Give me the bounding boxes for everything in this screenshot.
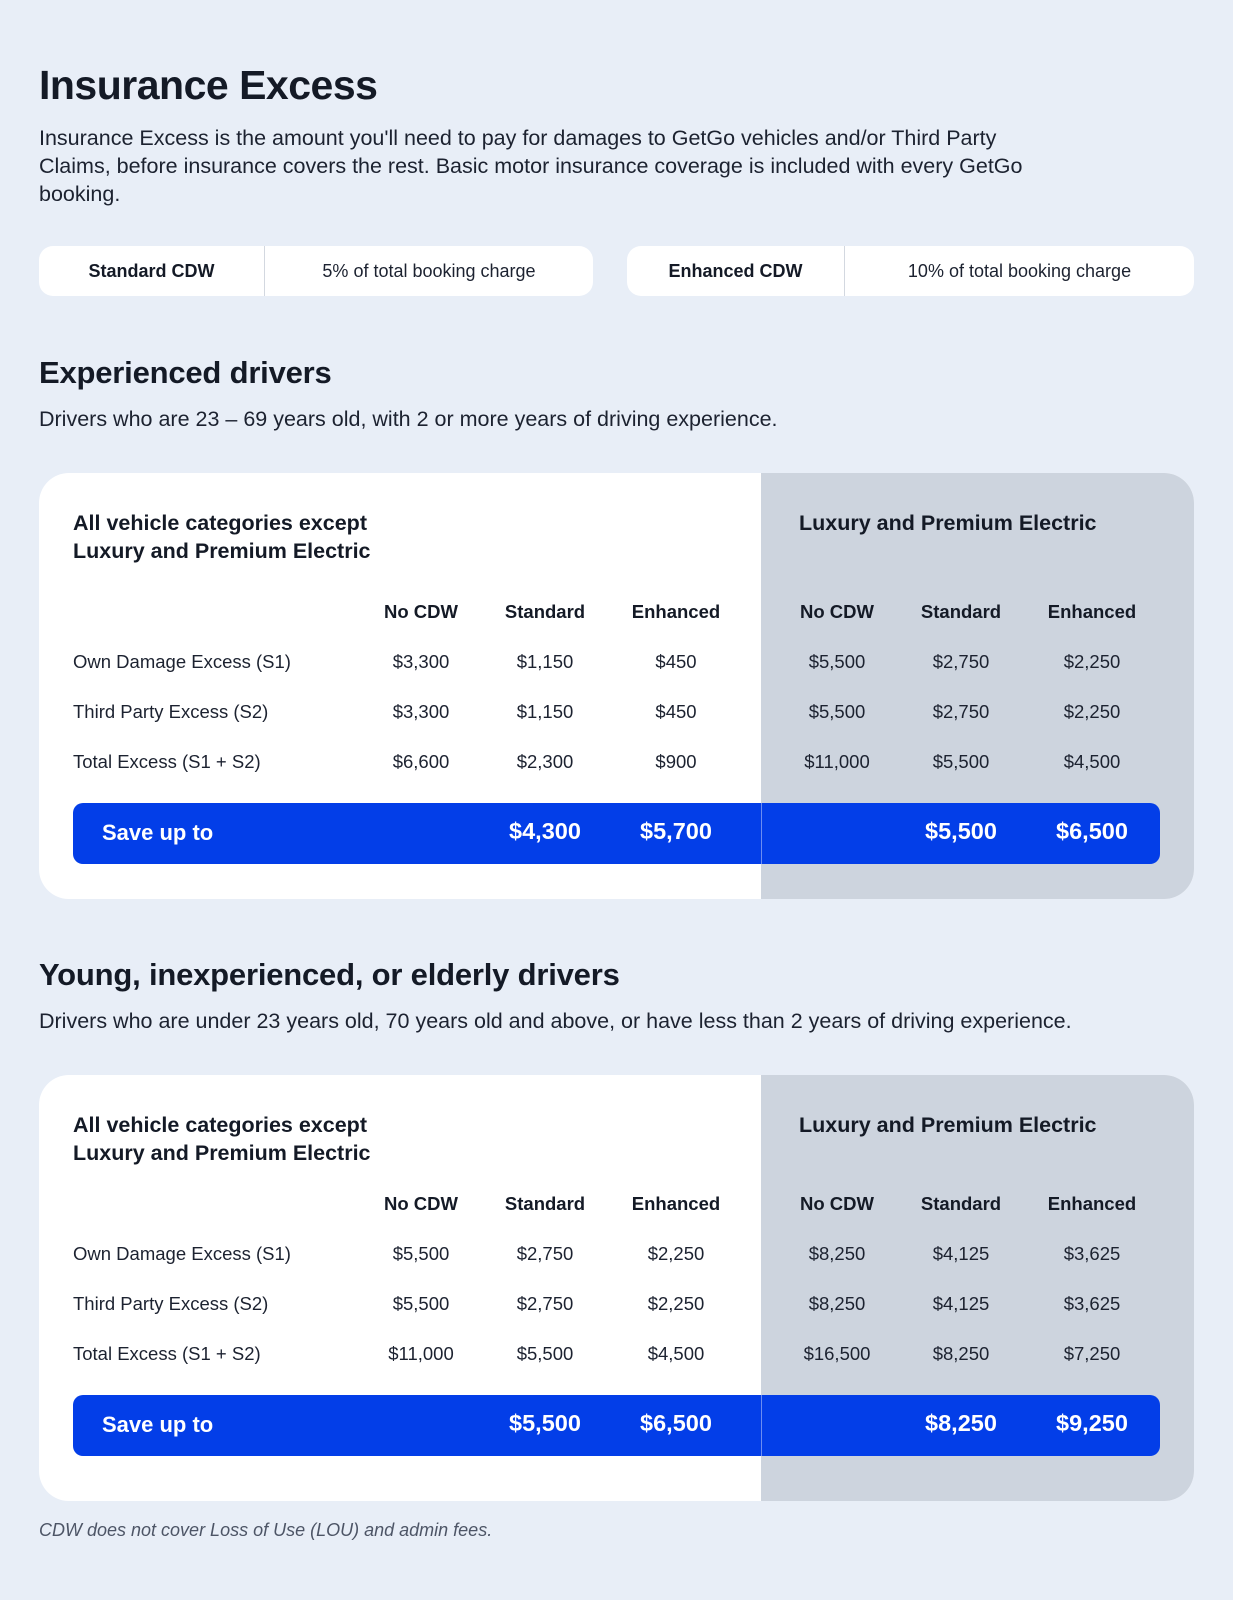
- save-value-enhanced: $9,250: [1056, 1410, 1128, 1436]
- table-cell: $8,250: [808, 1293, 866, 1314]
- save-bar: Save up to $5,500 $6,500 $8,250 $9,250: [73, 1395, 1160, 1456]
- table-cell: $5,500: [808, 651, 866, 672]
- save-value-standard: $8,250: [925, 1410, 997, 1436]
- table-cell: $1,150: [516, 651, 574, 672]
- save-value-enhanced: $6,500: [1056, 818, 1128, 844]
- table-cell: $3,300: [392, 701, 450, 722]
- table-cell: $3,625: [1063, 1293, 1121, 1314]
- table-cell: $3,300: [392, 651, 450, 672]
- row-label-third-party: Third Party Excess (S2): [73, 701, 269, 722]
- section-title-experienced: Experienced drivers: [39, 355, 332, 390]
- standard-cdw-value: 5% of total booking charge: [322, 260, 536, 281]
- save-label: Save up to: [102, 1412, 214, 1437]
- section-desc-experienced: Drivers who are 23 – 69 years old, with …: [39, 407, 778, 431]
- table-cell: $2,750: [932, 701, 990, 722]
- table-cell: $4,125: [932, 1243, 990, 1264]
- page-title: Insurance Excess: [39, 62, 378, 108]
- save-label: Save up to: [102, 820, 214, 845]
- group-title-luxury: Luxury and Premium Electric: [799, 1113, 1097, 1137]
- enhanced-cdw-pill: Enhanced CDW 10% of total booking charge: [627, 246, 1194, 296]
- table-cell: $5,500: [392, 1293, 450, 1314]
- save-value-enhanced: $5,700: [640, 818, 712, 844]
- table-cell: $8,250: [932, 1343, 990, 1364]
- col-head-standard: Standard: [504, 1193, 586, 1214]
- col-head-standard: Standard: [920, 601, 1002, 622]
- table-cell: $900: [655, 751, 697, 772]
- table-cell: $8,250: [808, 1243, 866, 1264]
- col-head-no-cdw: No CDW: [800, 601, 874, 622]
- enhanced-cdw-name: Enhanced CDW: [627, 246, 845, 296]
- col-head-no-cdw: No CDW: [384, 601, 458, 622]
- table-cell: $11,000: [804, 751, 870, 772]
- table-cell: $450: [655, 651, 697, 672]
- group-title-line: Luxury and Premium Electric: [73, 539, 371, 563]
- col-head-no-cdw: No CDW: [384, 1193, 458, 1214]
- col-head-enhanced: Enhanced: [631, 601, 721, 622]
- row-label-own-damage: Own Damage Excess (S1): [73, 1243, 291, 1264]
- save-bar: Save up to $4,300 $5,700 $5,500 $6,500: [73, 803, 1160, 864]
- group-title-standard: All vehicle categories except Luxury and…: [73, 509, 371, 565]
- col-head-enhanced: Enhanced: [1047, 1193, 1137, 1214]
- table-cell: $16,500: [803, 1343, 871, 1364]
- table-cell: $2,250: [647, 1293, 705, 1314]
- table-cell: $5,500: [392, 1243, 450, 1264]
- enhanced-cdw-value: 10% of total booking charge: [907, 260, 1132, 281]
- table-cell: $5,500: [932, 751, 990, 772]
- footnote: CDW does not cover Loss of Use (LOU) and…: [39, 1520, 493, 1540]
- section-title-young-elderly: Young, inexperienced, or elderly drivers: [39, 957, 620, 992]
- section-desc-young-elderly: Drivers who are under 23 years old, 70 y…: [39, 1009, 1072, 1033]
- row-label-third-party: Third Party Excess (S2): [73, 1293, 269, 1314]
- table-cell: $11,000: [388, 1343, 454, 1364]
- group-title-line: Luxury and Premium Electric: [73, 1141, 371, 1165]
- col-head-standard: Standard: [920, 1193, 1002, 1214]
- table-cell: $4,125: [932, 1293, 990, 1314]
- save-value-standard: $5,500: [509, 1410, 581, 1436]
- table-cell: $2,300: [516, 751, 574, 772]
- table-cell: $5,500: [516, 1343, 574, 1364]
- standard-cdw-pill: Standard CDW 5% of total booking charge: [39, 246, 593, 296]
- save-bar-divider: [761, 803, 762, 864]
- table-cell: $7,250: [1063, 1343, 1121, 1364]
- group-title-line: All vehicle categories except: [73, 511, 367, 535]
- col-head-standard: Standard: [504, 601, 586, 622]
- table-cell: $5,500: [808, 701, 866, 722]
- col-head-no-cdw: No CDW: [800, 1193, 874, 1214]
- save-value-standard: $4,300: [509, 818, 581, 844]
- table-cell: $2,750: [516, 1243, 574, 1264]
- excess-table-experienced: All vehicle categories except Luxury and…: [39, 473, 1194, 899]
- save-value-enhanced: $6,500: [640, 1410, 712, 1436]
- intro-text: Insurance Excess is the amount you'll ne…: [39, 126, 1023, 206]
- table-cell: $2,250: [1063, 701, 1121, 722]
- excess-table-young-elderly: All vehicle categories except Luxury and…: [39, 1075, 1194, 1501]
- row-label-total: Total Excess (S1 + S2): [73, 1343, 261, 1364]
- row-label-total: Total Excess (S1 + S2): [73, 751, 261, 772]
- standard-cdw-name: Standard CDW: [39, 246, 265, 296]
- table-cell: $4,500: [1063, 751, 1121, 772]
- table-cell: $2,750: [516, 1293, 574, 1314]
- group-title-luxury: Luxury and Premium Electric: [799, 511, 1097, 535]
- table-cell: $1,150: [516, 701, 574, 722]
- table-cell: $3,625: [1063, 1243, 1121, 1264]
- table-cell: $4,500: [647, 1343, 705, 1364]
- group-title-standard: All vehicle categories except Luxury and…: [73, 1111, 371, 1167]
- table-cell: $2,250: [1063, 651, 1121, 672]
- col-head-enhanced: Enhanced: [631, 1193, 721, 1214]
- table-cell: $6,600: [392, 751, 450, 772]
- save-bar-divider: [761, 1395, 762, 1456]
- col-head-enhanced: Enhanced: [1047, 601, 1137, 622]
- row-label-own-damage: Own Damage Excess (S1): [73, 651, 291, 672]
- table-cell: $2,250: [647, 1243, 705, 1264]
- save-value-standard: $5,500: [925, 818, 997, 844]
- table-cell: $2,750: [932, 651, 990, 672]
- group-title-line: All vehicle categories except: [73, 1113, 367, 1137]
- table-cell: $450: [655, 701, 697, 722]
